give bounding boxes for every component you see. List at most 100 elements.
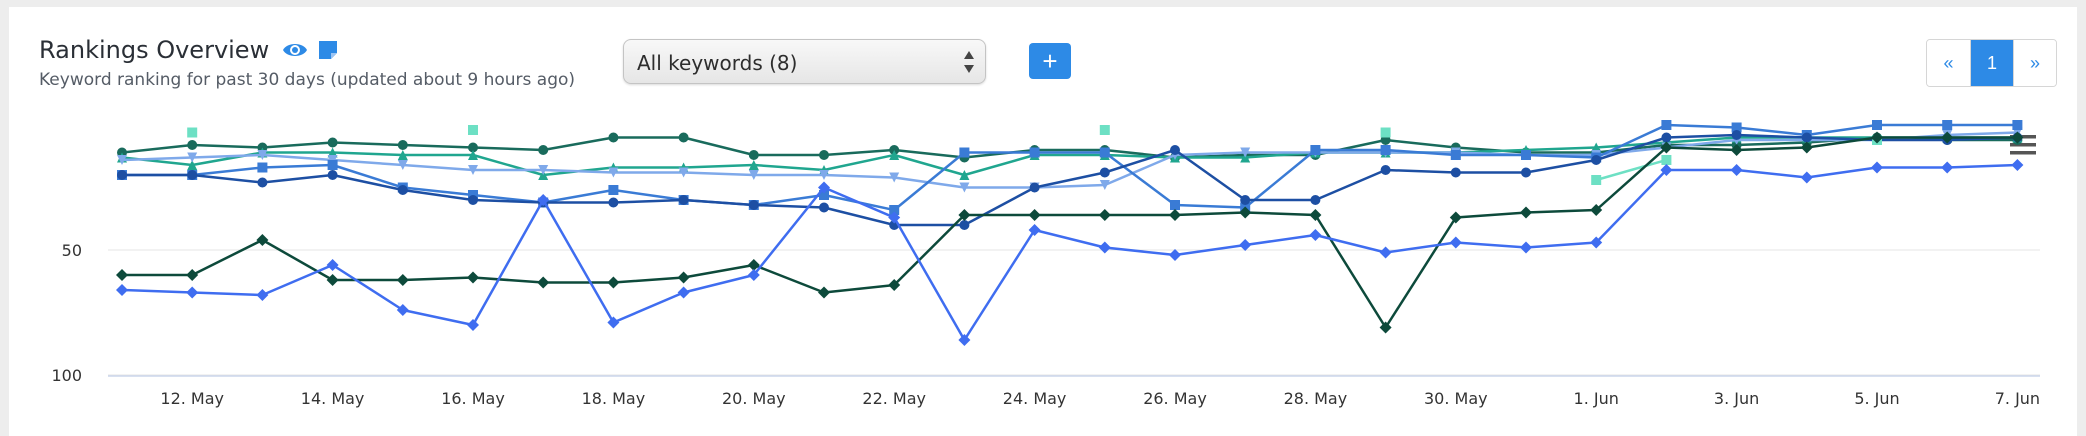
series-2-point — [819, 170, 829, 180]
series-4-point — [748, 200, 759, 210]
series-6-point — [747, 259, 760, 271]
series-3-point — [1872, 120, 1882, 130]
series-7-point — [1309, 229, 1322, 241]
hamburger-menu-icon[interactable] — [2010, 134, 2036, 156]
series-5-point — [1099, 125, 1110, 135]
series-2-point — [538, 165, 549, 175]
series-6-point — [1520, 206, 1532, 219]
series-4-point — [608, 197, 619, 208]
series-line-2 — [121, 131, 2018, 189]
x-tick-label: 5. Jun — [1854, 389, 1899, 408]
note-icon[interactable] — [318, 40, 338, 60]
series-0-point — [819, 150, 829, 160]
y-tick-label: 50 — [62, 241, 82, 260]
series-7-point — [1941, 161, 1954, 174]
series-3-point — [608, 185, 619, 195]
series-7-point — [607, 316, 620, 329]
series-3-point — [1029, 147, 1040, 158]
series-7-point — [1239, 239, 1252, 251]
series-2-point — [748, 170, 759, 180]
series-6-point — [467, 271, 479, 284]
pagination-next-button[interactable]: » — [2013, 40, 2056, 86]
keyword-filter-select[interactable]: All keywords (8) — [623, 39, 986, 84]
series-3-point — [2012, 120, 2023, 130]
series-3-point — [1521, 150, 1531, 160]
series-3-point — [889, 205, 900, 215]
series-7-point — [396, 304, 409, 316]
series-6-point — [1309, 209, 1322, 221]
x-tick-label: 7. Jun — [1995, 389, 2040, 408]
series-line-1 — [121, 136, 2018, 177]
x-tick-label: 16. May — [441, 389, 505, 408]
series-3-point — [1450, 150, 1461, 160]
series-6-point — [1941, 131, 1954, 144]
series-7-point — [747, 269, 760, 281]
series-5-point — [1380, 127, 1391, 138]
add-keyword-button[interactable]: + — [1029, 43, 1071, 79]
series-1-point — [397, 150, 408, 160]
series-2-point — [257, 150, 268, 160]
series-0-point — [187, 140, 198, 150]
series-4-point — [397, 185, 408, 195]
series-7-point — [888, 211, 901, 224]
series-0-point — [608, 132, 619, 143]
x-tick-label: 18. May — [582, 389, 646, 408]
series-6-point — [1098, 209, 1111, 221]
series-6-point — [677, 271, 690, 284]
series-2-point — [1099, 180, 1110, 190]
series-6-point — [1239, 206, 1252, 219]
series-6-point — [818, 286, 830, 299]
x-tick-label: 30. May — [1424, 389, 1488, 408]
series-6-point — [116, 269, 128, 281]
pagination: « 1 » — [1926, 39, 2057, 87]
series-7-point — [467, 319, 479, 331]
series-4-point — [257, 177, 268, 188]
series-1-point — [187, 160, 198, 170]
series-6-point — [326, 274, 339, 286]
series-6-point — [888, 279, 901, 291]
x-tick-label: 22. May — [862, 389, 926, 408]
series-7-point — [1590, 236, 1603, 249]
x-tick-label: 24. May — [1003, 389, 1067, 408]
series-4-point — [1029, 182, 1040, 193]
pagination-prev-button[interactable]: « — [1927, 40, 1970, 86]
series-4-point — [117, 170, 127, 180]
x-tick-label: 12. May — [160, 389, 224, 408]
series-6-point — [1028, 209, 1041, 221]
series-4-point — [959, 220, 970, 230]
series-6-point — [1871, 131, 1883, 144]
series-7-point — [1379, 246, 1392, 259]
series-1-point — [889, 150, 900, 160]
series-6-point — [537, 276, 550, 289]
series-6-point — [256, 234, 269, 246]
series-7-point — [537, 194, 550, 206]
series-3-point — [1731, 122, 1742, 133]
series-2-point — [468, 165, 478, 175]
series-5-point — [1661, 155, 1672, 165]
series-7-point — [1169, 249, 1181, 261]
series-4-point — [1240, 195, 1251, 205]
series-7-point — [186, 286, 199, 299]
x-tick-label: 20. May — [722, 389, 786, 408]
series-7-point — [818, 181, 830, 194]
series-5-point — [1591, 175, 1602, 185]
series-4-point — [1521, 167, 1531, 178]
series-0-point — [397, 140, 408, 150]
series-4-point — [1591, 155, 1602, 165]
series-2-point — [959, 182, 970, 193]
series-7-point — [1520, 241, 1532, 254]
series-6-point — [607, 276, 620, 289]
series-line-4 — [122, 133, 2018, 227]
x-tick-label: 3. Jun — [1714, 389, 1759, 408]
series-0-point — [678, 132, 689, 143]
series-6-point — [1169, 209, 1181, 221]
pagination-page-1[interactable]: 1 — [1970, 40, 2013, 86]
series-line-7 — [121, 163, 2018, 342]
series-4-point — [1099, 167, 1110, 178]
series-7-point — [256, 289, 269, 301]
eye-icon[interactable] — [282, 39, 308, 61]
series-7-point — [116, 284, 128, 296]
series-3-point — [1380, 145, 1391, 155]
series-3-point — [1310, 145, 1321, 155]
